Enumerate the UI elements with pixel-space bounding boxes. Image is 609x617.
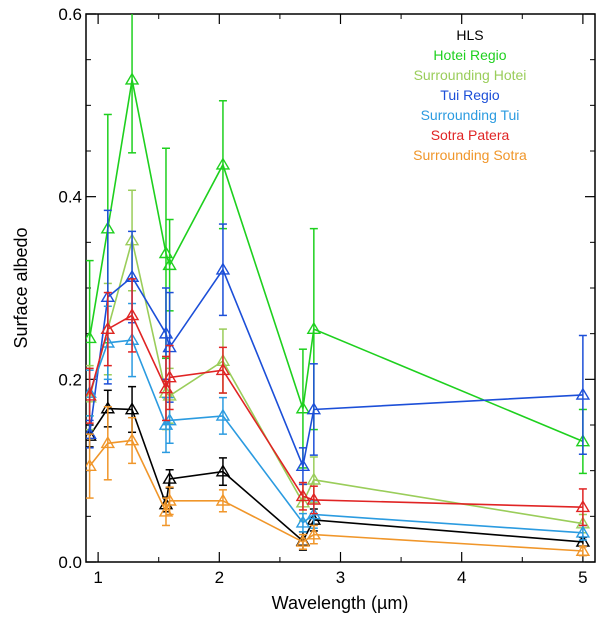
x-tick-label: 5	[578, 568, 587, 587]
legend-entry: Surrounding Sotra	[413, 147, 527, 163]
data-point	[100, 321, 116, 334]
data-point	[295, 534, 311, 547]
y-tick-label: 0.4	[58, 188, 82, 207]
data-point	[306, 472, 322, 485]
data-point	[215, 362, 231, 376]
data-point	[124, 308, 140, 321]
data-point	[215, 262, 231, 275]
x-axis-title: Wavelength (µm)	[272, 593, 409, 613]
data-point	[124, 402, 140, 415]
data-point	[295, 488, 311, 502]
data-point	[306, 402, 322, 415]
data-point	[124, 433, 140, 446]
x-tick-label: 3	[336, 568, 345, 587]
legend-entry: Surrounding Hotei	[414, 67, 527, 83]
data-point	[124, 72, 140, 85]
y-tick-label: 0.0	[58, 553, 82, 572]
x-tick-label: 4	[457, 568, 466, 587]
series-layer	[86, 14, 591, 557]
legend-entry: HLS	[456, 27, 483, 43]
data-point	[575, 499, 591, 513]
legend-entry: Surrounding Tui	[421, 107, 520, 123]
series-sotra-patera	[86, 278, 591, 527]
y-tick-label: 0.2	[58, 370, 82, 389]
data-point	[575, 525, 591, 538]
series-surrounding-hotei	[86, 189, 591, 534]
data-point	[86, 330, 97, 344]
data-point	[162, 257, 177, 271]
data-point	[215, 408, 231, 421]
data-point	[86, 388, 97, 401]
data-point	[295, 515, 311, 528]
data-point	[162, 471, 177, 484]
data-point	[306, 321, 322, 334]
data-point	[306, 527, 322, 540]
series-surrounding-sotra	[86, 405, 591, 557]
series-hls	[86, 385, 591, 551]
data-point	[306, 492, 322, 505]
data-point	[100, 435, 116, 449]
data-point	[295, 458, 311, 471]
legend-entry: Sotra Patera	[431, 127, 510, 143]
data-point	[215, 464, 231, 477]
x-tick-label: 1	[93, 568, 102, 587]
legend: HLS Hotei Regio Surrounding Hotei Tui Regio…	[413, 27, 527, 163]
data-point	[575, 387, 591, 400]
data-point	[215, 157, 231, 170]
data-point	[215, 493, 231, 506]
x-tick-label: 2	[215, 568, 224, 587]
legend-entry: Hotei Regio	[433, 47, 506, 63]
series-tui-regio	[86, 209, 591, 486]
legend-entry: Tui Regio	[440, 87, 500, 103]
y-tick-label: 0.6	[58, 5, 82, 24]
axis-ticks: 1 2 3 4 5 0.0 0.2 0.4 0.6	[58, 5, 595, 587]
data-point	[575, 543, 591, 556]
data-point	[162, 493, 177, 506]
data-point	[86, 458, 97, 471]
y-axis-title: Surface albedo	[11, 227, 31, 348]
series-line	[88, 268, 583, 469]
data-point	[162, 370, 177, 383]
data-point	[295, 401, 311, 414]
